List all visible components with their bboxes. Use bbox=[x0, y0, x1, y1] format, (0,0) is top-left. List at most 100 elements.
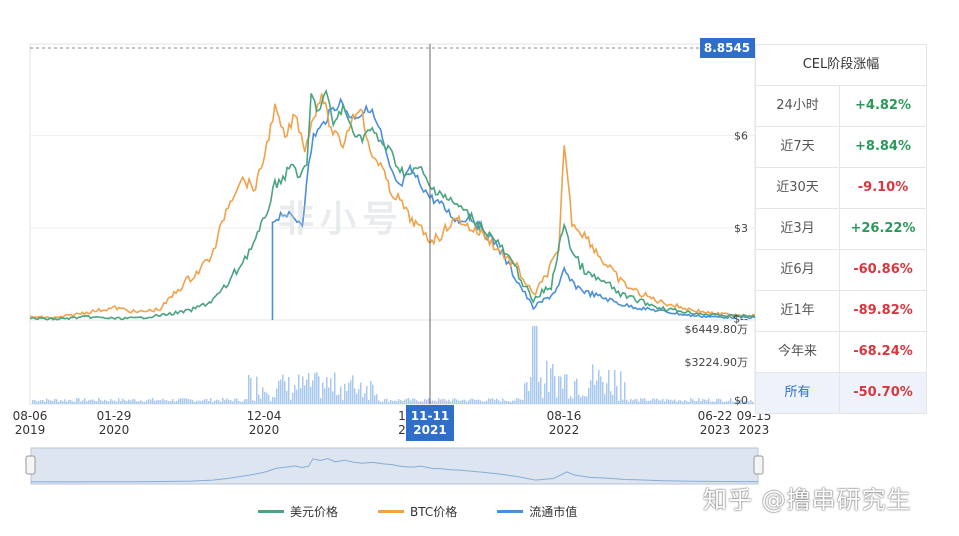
volume-bar bbox=[476, 399, 478, 404]
volume-bar bbox=[636, 398, 638, 404]
volume-bar bbox=[468, 400, 470, 404]
volume-bar bbox=[282, 374, 284, 404]
volume-bar bbox=[412, 398, 414, 404]
volume-bar bbox=[466, 401, 468, 404]
volume-bar bbox=[394, 400, 396, 404]
volume-bar bbox=[492, 398, 494, 404]
volume-bar bbox=[654, 399, 656, 404]
volume-bar bbox=[558, 376, 560, 404]
volume-bar bbox=[704, 399, 706, 404]
volume-bar bbox=[444, 399, 446, 404]
volume-bar bbox=[440, 399, 442, 404]
range-navigator[interactable] bbox=[30, 447, 759, 485]
y-tick-label-volume: $3224.90万 bbox=[685, 356, 749, 369]
volume-bar bbox=[252, 400, 254, 404]
volume-bar bbox=[624, 382, 626, 404]
volume-bar bbox=[324, 388, 326, 404]
volume-bar bbox=[676, 401, 678, 404]
volume-bar bbox=[478, 399, 480, 404]
volume-bar bbox=[646, 401, 648, 404]
y-tick-label-volume: $6449.80万 bbox=[685, 323, 749, 336]
volume-bar bbox=[602, 381, 604, 404]
legend-item-mcap[interactable]: 流通市值 bbox=[497, 503, 577, 520]
volume-bar bbox=[498, 400, 500, 404]
volume-bar bbox=[208, 400, 210, 404]
volume-bar bbox=[556, 397, 558, 404]
volume-bar bbox=[614, 369, 616, 404]
volume-bar bbox=[540, 377, 542, 404]
table-row[interactable]: 今年来 -68.24% bbox=[756, 332, 926, 373]
volume-bar bbox=[606, 383, 608, 404]
period-label: 近1年 bbox=[756, 291, 840, 331]
volume-bar bbox=[550, 368, 552, 404]
table-row[interactable]: 近3月 +26.22% bbox=[756, 209, 926, 250]
table-row[interactable]: 所有 -50.70% bbox=[756, 373, 926, 413]
legend-swatch-mcap bbox=[497, 510, 524, 513]
navigator-handle-left[interactable] bbox=[25, 455, 36, 475]
volume-bar bbox=[446, 400, 448, 404]
legend-item-btc[interactable]: BTC价格 bbox=[378, 503, 457, 520]
volume-bar bbox=[620, 371, 622, 404]
volume-bar bbox=[368, 399, 370, 404]
legend-item-usd[interactable]: 美元价格 bbox=[258, 503, 338, 520]
volume-bar bbox=[80, 401, 82, 404]
volume-bar bbox=[730, 398, 732, 404]
volume-bar bbox=[118, 398, 120, 404]
volume-bar bbox=[298, 374, 300, 404]
volume-bar bbox=[510, 401, 512, 404]
table-row[interactable]: 24小时 +4.82% bbox=[756, 86, 926, 127]
volume-bar bbox=[726, 401, 728, 404]
volume-bar bbox=[562, 388, 564, 404]
volume-bar bbox=[350, 380, 352, 404]
table-row[interactable]: 近7天 +8.84% bbox=[756, 127, 926, 168]
table-row[interactable]: 近1年 -89.82% bbox=[756, 291, 926, 332]
volume-bar bbox=[42, 399, 44, 404]
volume-bar bbox=[322, 382, 324, 404]
volume-bar bbox=[290, 399, 292, 404]
volume-bar bbox=[420, 401, 422, 404]
volume-bar bbox=[316, 372, 318, 404]
volume-bar bbox=[52, 400, 54, 404]
volume-bar bbox=[452, 399, 454, 404]
volume-bar bbox=[692, 399, 694, 404]
period-label: 24小时 bbox=[756, 86, 840, 126]
volume-bar bbox=[142, 401, 144, 404]
volume-bar bbox=[236, 398, 238, 404]
volume-bar bbox=[196, 400, 198, 404]
crosshair-label-bg bbox=[406, 405, 454, 441]
volume-bar bbox=[96, 401, 98, 404]
volume-bar bbox=[314, 373, 316, 404]
volume-bar bbox=[678, 400, 680, 404]
volume-bar bbox=[184, 398, 186, 404]
volume-bar bbox=[136, 401, 138, 404]
volume-bar bbox=[738, 399, 740, 404]
volume-bar bbox=[470, 398, 472, 404]
navigator-handle-right[interactable] bbox=[753, 455, 764, 475]
volume-bar bbox=[508, 401, 510, 404]
volume-bar bbox=[392, 400, 394, 404]
volume-bar bbox=[666, 398, 668, 404]
volume-bar bbox=[288, 377, 290, 404]
volume-bar bbox=[342, 400, 344, 404]
volume-bar bbox=[638, 401, 640, 404]
volume-bar bbox=[36, 401, 38, 404]
volume-bar bbox=[438, 398, 440, 404]
volume-bar bbox=[534, 326, 536, 404]
table-row[interactable]: 近30天 -9.10% bbox=[756, 168, 926, 209]
volume-bar bbox=[742, 401, 744, 404]
volume-bar bbox=[240, 401, 242, 404]
volume-bar bbox=[664, 401, 666, 404]
volume-bar bbox=[448, 399, 450, 404]
volume-bar bbox=[582, 395, 584, 404]
table-row[interactable]: 近6月 -60.86% bbox=[756, 250, 926, 291]
volume-bar bbox=[336, 395, 338, 404]
volume-bar bbox=[38, 401, 40, 404]
volume-bar bbox=[140, 400, 142, 404]
legend-swatch-usd bbox=[258, 510, 284, 513]
volume-bar bbox=[304, 385, 306, 404]
volume-bar bbox=[168, 400, 170, 404]
volume-bar bbox=[536, 326, 538, 404]
volume-bar bbox=[728, 400, 730, 404]
volume-bar bbox=[300, 388, 302, 404]
